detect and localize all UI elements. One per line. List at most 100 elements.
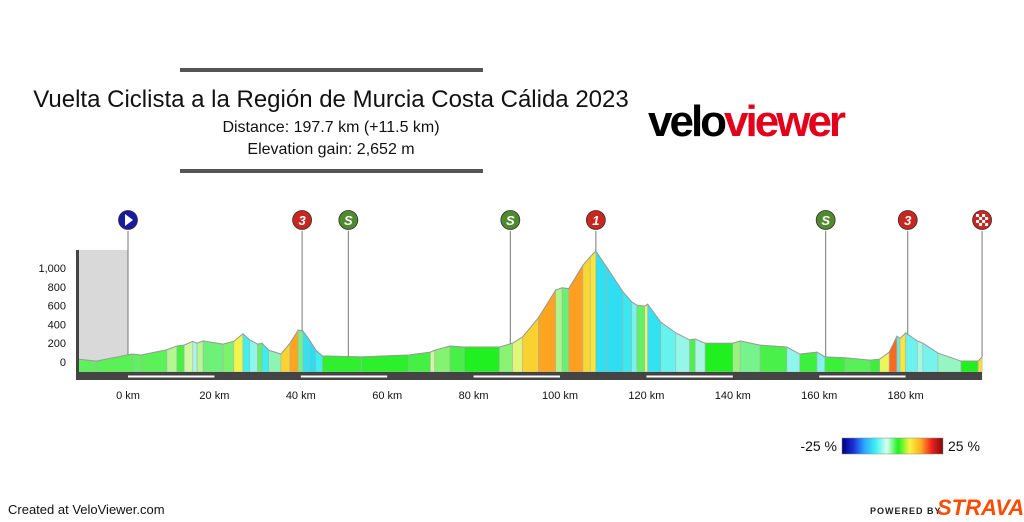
profile-segment xyxy=(869,358,880,373)
y-tick-label: 0 xyxy=(60,357,66,369)
logo-velo: velo xyxy=(648,97,726,146)
profile-segment xyxy=(888,336,898,373)
y-tick-label: 800 xyxy=(48,282,66,294)
profile-segment xyxy=(660,321,677,373)
kom-3-icon xyxy=(292,210,312,230)
marker-label: 3 xyxy=(298,213,306,228)
sprint-icon xyxy=(500,210,521,230)
profile-segment xyxy=(759,344,788,373)
profile-segment xyxy=(582,255,591,373)
profile-outline xyxy=(78,250,983,362)
powered-by-text: POWERED BY xyxy=(870,506,942,516)
profile-segment xyxy=(196,340,204,373)
kom-3-icon xyxy=(897,210,918,230)
sprint-marker[interactable]: S xyxy=(815,210,836,230)
y-axis-line xyxy=(76,250,79,380)
y-tick-label: 200 xyxy=(48,338,66,350)
kom-1-icon xyxy=(585,210,606,230)
profile-segment xyxy=(280,342,291,373)
profile-segment xyxy=(322,355,362,373)
profile-segment xyxy=(297,329,304,373)
strava-logo[interactable]: STRAVA xyxy=(937,495,1024,520)
profile-segment xyxy=(896,335,901,373)
profile-segment xyxy=(732,340,741,373)
header-rule-top xyxy=(180,68,483,72)
profile-segment xyxy=(176,344,185,373)
profile-segment xyxy=(689,338,696,373)
start-marker[interactable] xyxy=(118,210,138,230)
profile-segment xyxy=(166,345,178,373)
profile-segment xyxy=(824,356,846,373)
profile-segment xyxy=(636,304,645,373)
neutral-zone xyxy=(78,250,128,372)
logo-viewer: viewer xyxy=(724,97,846,146)
kom-marker[interactable]: 1 xyxy=(585,210,606,230)
marker-label: S xyxy=(506,213,515,228)
y-tick-label: 1,000 xyxy=(38,263,66,275)
profile-segment xyxy=(561,287,569,373)
y-tick-label: 400 xyxy=(48,319,66,331)
x-axis-scale-dash xyxy=(300,375,388,378)
kom-marker[interactable]: 3 xyxy=(292,210,312,230)
x-tick-label: 80 km xyxy=(459,390,489,402)
finish-marker[interactable] xyxy=(972,210,992,230)
x-tick-label: 120 km xyxy=(628,390,664,402)
profile-segment xyxy=(249,339,258,373)
checkered-square xyxy=(982,214,986,217)
x-tick-label: 20 km xyxy=(199,390,229,402)
checkered-square xyxy=(979,223,983,226)
profile-segment xyxy=(261,342,270,373)
profile-segment xyxy=(606,266,624,373)
profile-segment xyxy=(595,250,607,373)
profile-segment xyxy=(183,340,194,373)
profile-segment xyxy=(192,340,198,373)
play-icon xyxy=(125,214,133,226)
checkered-square xyxy=(985,217,989,220)
profile-segment xyxy=(922,342,939,373)
sprint-icon xyxy=(815,210,836,230)
x-axis-scale-dash xyxy=(128,375,215,378)
kom-marker[interactable]: 3 xyxy=(897,210,918,230)
veloviewer-logo[interactable]: veloviewer xyxy=(648,97,849,146)
checkered-square xyxy=(976,214,980,217)
marker-label: S xyxy=(821,213,830,228)
profile-segment xyxy=(568,264,584,373)
checkered-square xyxy=(985,223,989,226)
x-axis-scale-dash xyxy=(819,375,906,378)
profile-segment xyxy=(302,330,310,373)
profile-segment xyxy=(937,352,962,373)
profile-segment xyxy=(132,353,142,373)
sprint-icon xyxy=(338,210,359,230)
profile-segment xyxy=(202,340,224,373)
profile-segment xyxy=(233,333,244,373)
elevation-gain-text: Elevation gain: 2,652 m xyxy=(247,141,414,158)
sprint-marker[interactable]: S xyxy=(500,210,521,230)
profile-segment xyxy=(449,345,465,373)
checkered-square xyxy=(976,220,980,223)
marker-label: 1 xyxy=(592,213,599,228)
profile-segment xyxy=(463,346,500,373)
created-at-text[interactable]: Created at VeloViewer.com xyxy=(8,502,165,517)
sprint-marker[interactable]: S xyxy=(338,210,359,230)
profile-segment xyxy=(408,351,431,373)
profile-segment xyxy=(499,342,513,373)
legend-max-label: 25 % xyxy=(948,438,980,454)
profile-segment xyxy=(589,250,597,373)
profile-segment xyxy=(257,342,263,373)
x-axis-scale-dash xyxy=(473,375,560,378)
profile-segment xyxy=(222,340,235,373)
profile-segment xyxy=(647,303,661,373)
profile-segment xyxy=(522,316,539,373)
profile-segment xyxy=(905,332,918,373)
x-axis-scale-dash xyxy=(646,375,733,378)
y-tick-label: 600 xyxy=(48,301,66,313)
chart-title: Vuelta Ciclista a la Región de Murcia Co… xyxy=(33,86,628,113)
profile-segment xyxy=(916,340,924,373)
profile-segment xyxy=(622,291,633,373)
marker-label: 3 xyxy=(904,213,912,228)
checkered-square xyxy=(982,220,986,223)
marker-label: S xyxy=(344,213,353,228)
distance-text: Distance: 197.7 km (+11.5 km) xyxy=(222,119,439,136)
profile-segment xyxy=(555,287,563,373)
profile-segment xyxy=(704,342,734,373)
